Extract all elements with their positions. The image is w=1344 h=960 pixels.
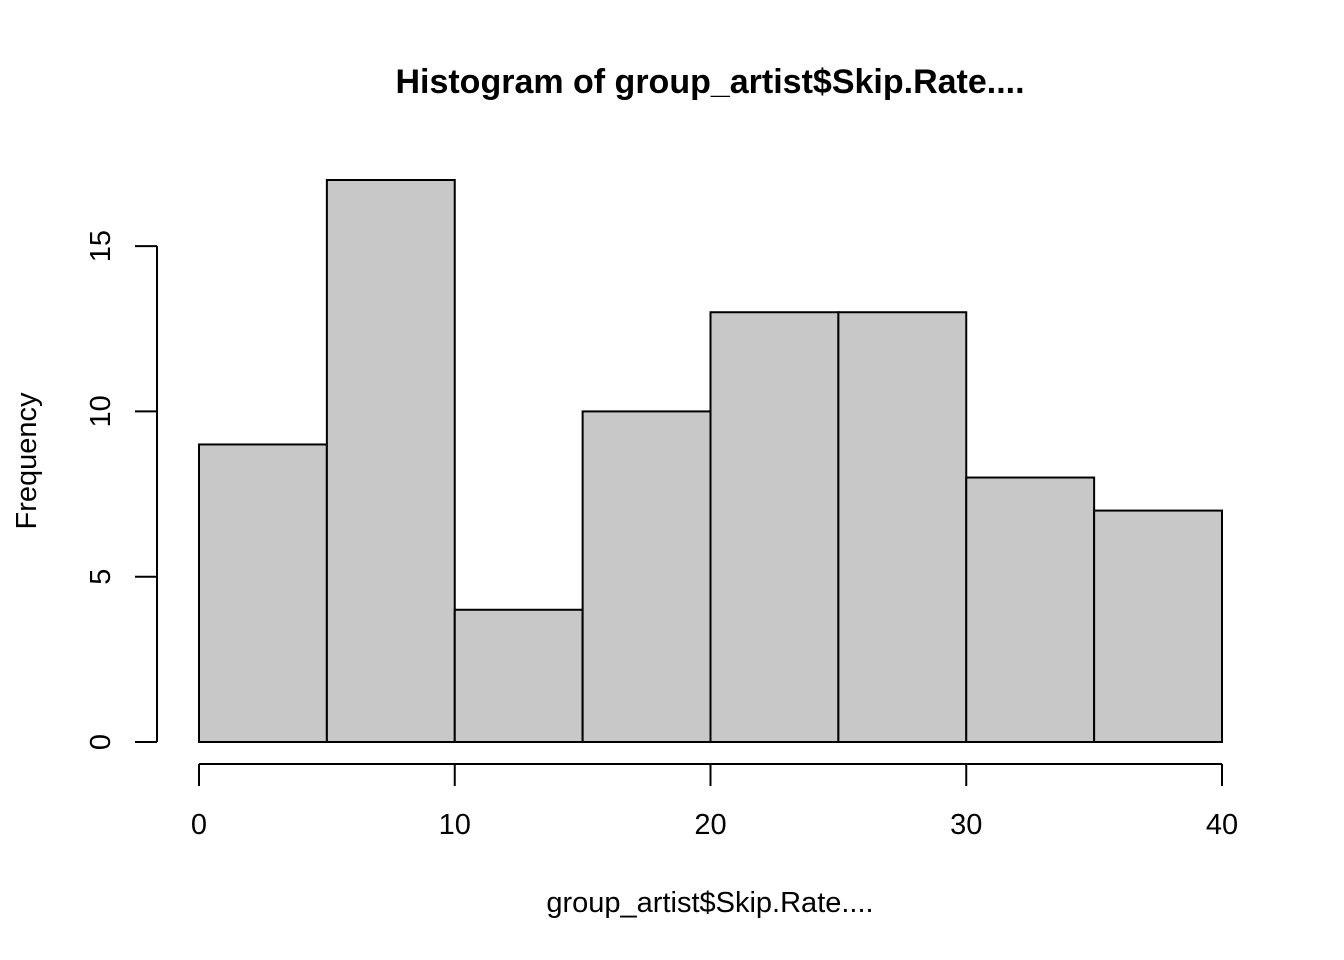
x-tick-label: 20 [694, 809, 726, 841]
y-axis-label: Frequency [11, 392, 43, 530]
histogram-bar [965, 476, 1096, 743]
histogram-bar [581, 410, 712, 743]
y-tick-label: 0 [85, 734, 117, 750]
histogram-bar [1093, 509, 1223, 743]
x-tick-label: 30 [950, 809, 982, 841]
y-tick-label: 15 [85, 230, 117, 262]
y-axis: 0 5 10 15 [85, 230, 158, 750]
histogram-bar [453, 608, 584, 743]
y-tick-label: 10 [85, 395, 117, 427]
chart-title: Histogram of group_artist$Skip.Rate.... [395, 63, 1024, 101]
histogram-bar [198, 443, 328, 743]
y-tick-label: 5 [85, 569, 117, 585]
x-axis: 0 10 20 30 40 [191, 763, 1238, 841]
histogram-bar [837, 311, 968, 743]
histogram-bar [325, 179, 456, 743]
x-tick-label: 40 [1206, 809, 1238, 841]
histogram-bars [198, 179, 1223, 743]
x-tick-label: 10 [439, 809, 471, 841]
x-axis-label: group_artist$Skip.Rate.... [546, 887, 873, 919]
x-tick-label: 0 [191, 809, 207, 841]
histogram-bar [709, 311, 840, 743]
